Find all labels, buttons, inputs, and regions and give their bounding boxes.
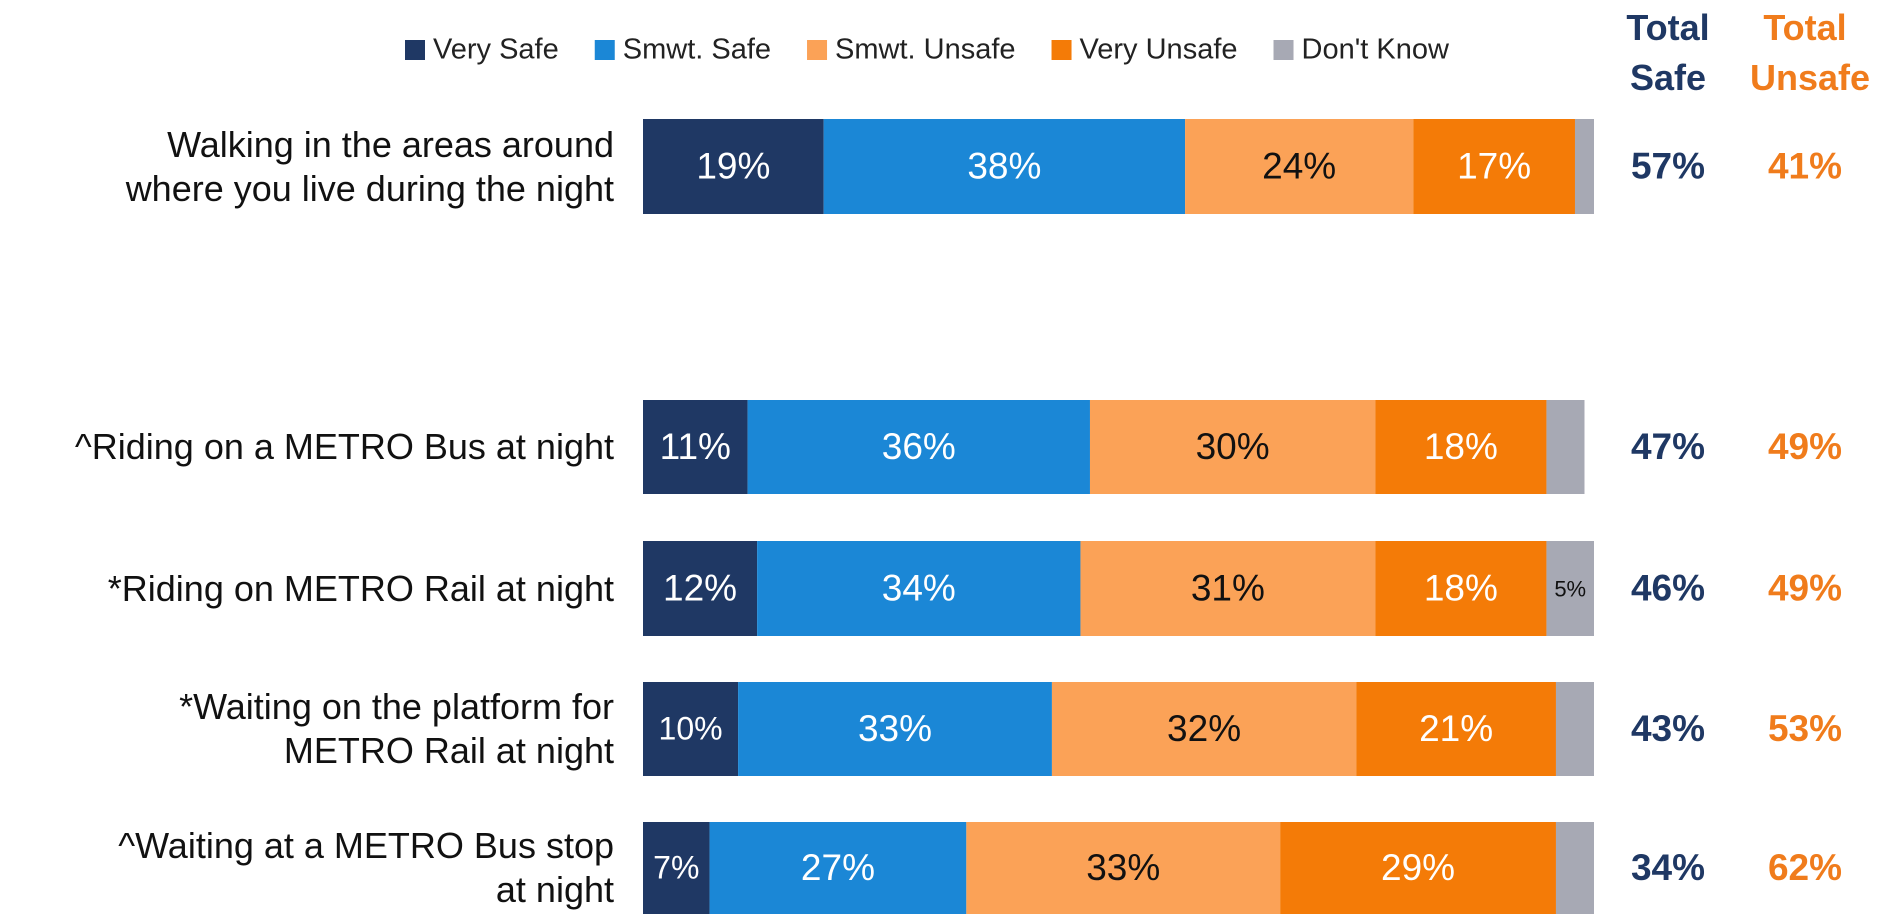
- value-label: 10%: [659, 710, 723, 746]
- bar-segment: [823, 119, 1186, 214]
- total-header: Total Unsafe: [1750, 7, 1871, 98]
- bar-segment: [643, 400, 748, 494]
- value-label: 31%: [1191, 567, 1265, 608]
- bar-segment: [643, 541, 758, 636]
- bar-segment: [1555, 682, 1594, 776]
- bar-segment: [643, 682, 739, 776]
- legend-label: Very Safe: [433, 34, 559, 66]
- bar-segment: [643, 822, 710, 914]
- category-label: ^Waiting at a METRO Bus stop at night: [118, 825, 614, 910]
- bar-segment: [1356, 682, 1556, 776]
- bar-segment: [709, 822, 967, 914]
- value-label: 21%: [1419, 708, 1493, 749]
- value-label: 5%: [1554, 576, 1586, 601]
- bar-segment: [1051, 682, 1357, 776]
- bar-segment: [1546, 541, 1594, 636]
- bar-segment: [1574, 119, 1594, 214]
- bar-segment: [1185, 119, 1414, 214]
- total-value: 62%: [1768, 847, 1842, 888]
- legend-label: Smwt. Unsafe: [835, 34, 1016, 66]
- category-label: *Waiting on the platform for METRO Rail …: [179, 686, 614, 771]
- value-label: 18%: [1424, 567, 1498, 608]
- value-label: 17%: [1457, 145, 1531, 186]
- total-value: 49%: [1768, 426, 1842, 467]
- legend-label: Don't Know: [1302, 34, 1450, 66]
- category-label: *Riding on METRO Rail at night: [107, 567, 614, 609]
- total-value: 47%: [1631, 426, 1705, 467]
- bar-segment: [1089, 400, 1376, 494]
- value-label: 38%: [967, 145, 1041, 186]
- total-header: Total Safe: [1626, 7, 1710, 98]
- legend-label: Very Unsafe: [1080, 34, 1238, 66]
- value-label: 33%: [1086, 847, 1160, 888]
- value-label: 36%: [882, 426, 956, 467]
- bar-segment: [738, 682, 1052, 776]
- bar-segment: [643, 119, 824, 214]
- category-label: Walking in the areas around where you li…: [125, 123, 614, 209]
- total-value: 34%: [1631, 847, 1705, 888]
- value-label: 12%: [663, 567, 737, 608]
- value-label: 29%: [1381, 847, 1455, 888]
- bar-segment: [1413, 119, 1575, 214]
- legend-swatch: [594, 40, 615, 60]
- total-value: 46%: [1631, 567, 1705, 608]
- total-value: 53%: [1768, 708, 1842, 749]
- value-label: 27%: [801, 847, 875, 888]
- legend-swatch: [1273, 40, 1294, 60]
- legend-swatch: [405, 40, 425, 60]
- total-value: 49%: [1768, 567, 1842, 608]
- value-label: 33%: [858, 708, 932, 749]
- bar-segment: [1280, 822, 1556, 914]
- value-label: 30%: [1196, 426, 1270, 467]
- value-label: 19%: [696, 145, 770, 186]
- value-label: 7%: [653, 849, 699, 885]
- bar-segment: [1375, 541, 1547, 636]
- bar-segment: [966, 822, 1281, 914]
- bar-segment: [757, 541, 1081, 636]
- value-label: 24%: [1262, 145, 1336, 186]
- category-label: ^Riding on a METRO Bus at night: [74, 426, 614, 467]
- value-label: 34%: [882, 567, 956, 608]
- value-label: 18%: [1424, 426, 1498, 467]
- total-value: 41%: [1768, 145, 1842, 186]
- legend-swatch: [1051, 40, 1072, 60]
- bar-segment: [1555, 822, 1594, 914]
- total-value: 43%: [1631, 708, 1705, 749]
- bar-segment: [1546, 400, 1585, 494]
- value-label: 32%: [1167, 708, 1241, 749]
- total-value: 57%: [1631, 145, 1705, 186]
- bar-segment: [747, 400, 1090, 494]
- bar-segment: [1375, 400, 1547, 494]
- legend-swatch: [807, 40, 828, 60]
- legend-label: Smwt. Safe: [623, 34, 771, 66]
- value-label: 11%: [660, 426, 731, 467]
- bar-segment: [1080, 541, 1376, 636]
